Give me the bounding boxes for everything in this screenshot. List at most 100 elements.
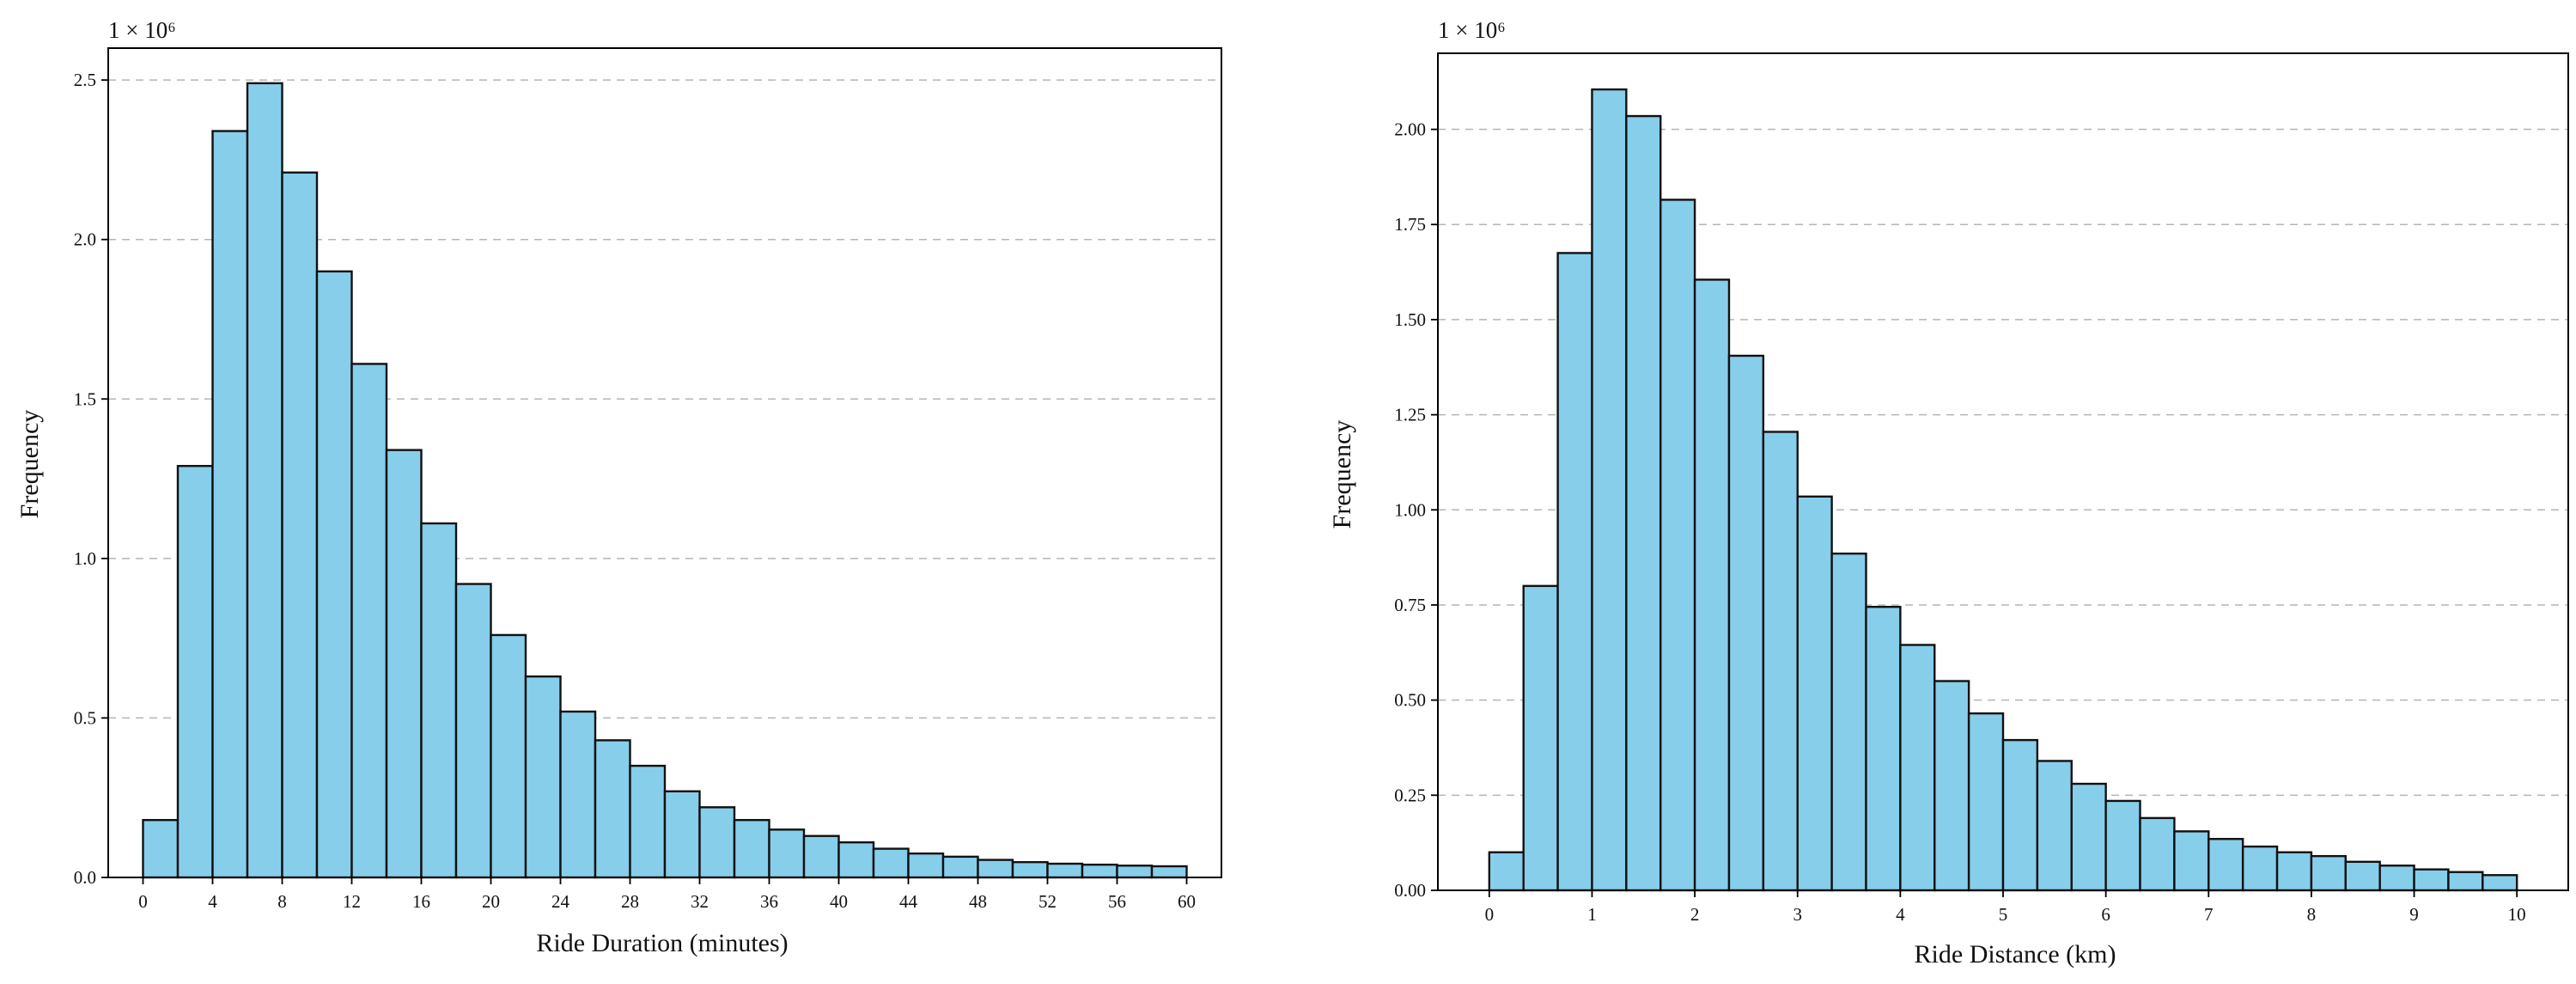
x-tick-label-distance: 0 bbox=[1485, 904, 1495, 925]
y-axis-label-duration: Frequency bbox=[15, 410, 44, 519]
chart-ride-distance: 1 × 10⁶ Frequency Ride Distance (km) 0 1 2… bbox=[1328, 17, 2569, 969]
histogram-bar-distance bbox=[1659, 199, 1696, 892]
x-tick-label-duration: 52 bbox=[1038, 891, 1057, 912]
histogram-bar-distance bbox=[2139, 816, 2176, 892]
histogram-bar-duration bbox=[1011, 860, 1049, 879]
histogram-bar-distance bbox=[2413, 868, 2450, 892]
y-tick-label-distance: 0.00 bbox=[1394, 880, 1426, 901]
histogram-bar-distance bbox=[2104, 799, 2141, 892]
histogram-bar-distance bbox=[2310, 854, 2347, 892]
histogram-bar-duration bbox=[733, 818, 770, 879]
histogram-bar-duration bbox=[768, 828, 806, 879]
y-tick-label-distance: 1.25 bbox=[1394, 405, 1426, 425]
histogram-bar-distance bbox=[1693, 278, 1731, 892]
x-tick-label-distance: 5 bbox=[1999, 904, 2008, 925]
histogram-bar-duration bbox=[629, 764, 667, 879]
histogram-bar-duration bbox=[907, 852, 945, 879]
y-tick-label-duration: 1.5 bbox=[74, 388, 96, 409]
histogram-bar-duration bbox=[246, 82, 283, 879]
histogram-bar-distance bbox=[2001, 738, 2039, 892]
histogram-bar-duration bbox=[1046, 862, 1084, 879]
chart-ride-duration: 1 × 10⁶ Frequency Ride Duration (minutes… bbox=[15, 17, 1222, 957]
histogram-bar-duration bbox=[281, 171, 319, 879]
histogram-bar-duration bbox=[559, 710, 597, 879]
x-tick-label-distance: 1 bbox=[1587, 904, 1597, 925]
histogram-bar-distance bbox=[2036, 760, 2073, 892]
histogram-bar-duration bbox=[315, 270, 353, 879]
y-tick-label-distance: 1.00 bbox=[1394, 499, 1426, 520]
histogram-bar-distance bbox=[1727, 354, 1765, 892]
x-tick-label-duration: 8 bbox=[277, 891, 287, 912]
histogram-bar-distance bbox=[1625, 114, 1662, 892]
bars-distance bbox=[1488, 88, 2518, 892]
x-tick-label-distance: 6 bbox=[2101, 904, 2110, 925]
histogram-bar-duration bbox=[1150, 865, 1188, 879]
y-tick-label-distance: 0.75 bbox=[1394, 595, 1426, 615]
y-scale-label-duration: 1 × 10⁶ bbox=[108, 17, 176, 43]
histogram-bar-duration bbox=[454, 583, 492, 879]
x-tick-label-duration: 16 bbox=[412, 891, 430, 912]
x-axis-label-duration: Ride Duration (minutes) bbox=[536, 929, 788, 957]
histogram-bar-distance bbox=[1591, 88, 1628, 892]
y-axis-label-distance: Frequency bbox=[1328, 420, 1356, 529]
histogram-bar-duration bbox=[941, 855, 979, 879]
histogram-bar-duration bbox=[802, 834, 840, 879]
bars-duration bbox=[142, 82, 1188, 879]
histogram-bar-duration bbox=[176, 465, 214, 879]
histogram-bar-distance bbox=[2275, 851, 2313, 892]
x-tick-label-duration: 24 bbox=[551, 891, 570, 912]
histogram-bar-distance bbox=[2241, 845, 2279, 892]
histogram-bar-duration bbox=[594, 739, 631, 879]
x-tick-label-duration: 28 bbox=[621, 891, 639, 912]
x-tick-label-duration: 20 bbox=[482, 891, 500, 912]
y-tick-label-distance: 1.75 bbox=[1394, 214, 1426, 235]
x-tick-label-distance: 9 bbox=[2409, 904, 2419, 925]
x-tick-label-duration: 12 bbox=[343, 891, 361, 912]
histogram-bar-duration bbox=[663, 790, 701, 879]
histogram-bar-distance bbox=[2482, 874, 2518, 892]
x-tick-label-duration: 60 bbox=[1178, 891, 1196, 912]
histogram-bar-distance bbox=[1556, 252, 1593, 892]
histogram-bar-distance bbox=[1830, 552, 1867, 892]
histogram-bar-distance bbox=[2173, 830, 2210, 892]
histogram-bar-distance bbox=[1762, 431, 1799, 892]
histogram-bar-duration bbox=[142, 818, 180, 879]
histogram-bar-distance bbox=[1967, 712, 2005, 892]
histogram-bar-duration bbox=[837, 840, 875, 879]
plot-frame-duration bbox=[107, 47, 1222, 878]
histogram-bar-distance bbox=[2208, 838, 2244, 892]
histogram-bar-distance bbox=[1488, 851, 1525, 892]
y-tick-label-distance: 0.50 bbox=[1394, 690, 1426, 711]
histogram-bar-distance bbox=[2447, 871, 2484, 892]
x-axis-label-distance: Ride Distance (km) bbox=[1915, 940, 2116, 969]
y-tick-label-duration: 1.0 bbox=[74, 548, 96, 569]
x-tick-label-duration: 0 bbox=[138, 891, 148, 912]
histogram-bar-distance bbox=[2070, 782, 2107, 892]
y-tick-label-duration: 2.5 bbox=[74, 70, 96, 90]
histogram-bar-distance bbox=[1796, 495, 1833, 892]
histogram-bar-duration bbox=[698, 806, 736, 879]
histogram-bar-distance bbox=[1899, 644, 1936, 892]
histogram-bar-duration bbox=[420, 522, 458, 879]
y-tick-label-distance: 2.00 bbox=[1394, 119, 1426, 140]
x-tick-label-distance: 10 bbox=[2508, 904, 2526, 925]
histogram-bar-duration bbox=[977, 859, 1014, 879]
y-scale-label-distance: 1 × 10⁶ bbox=[1438, 17, 1506, 43]
x-tick-label-distance: 8 bbox=[2307, 904, 2317, 925]
x-tick-label-distance: 4 bbox=[1896, 904, 1905, 925]
histogram-bar-distance bbox=[2378, 865, 2415, 892]
histogram-bar-distance bbox=[2344, 860, 2381, 892]
x-tick-label-distance: 2 bbox=[1690, 904, 1700, 925]
histogram-bar-duration bbox=[385, 449, 423, 879]
x-tick-label-duration: 36 bbox=[760, 891, 778, 912]
histogram-bar-distance bbox=[1865, 605, 1902, 892]
x-tick-label-duration: 48 bbox=[969, 891, 987, 912]
histogram-bar-distance bbox=[1522, 584, 1559, 892]
x-tick-label-distance: 7 bbox=[2204, 904, 2214, 925]
histogram-bar-duration bbox=[1116, 865, 1154, 879]
y-tick-label-duration: 2.0 bbox=[74, 229, 96, 250]
x-tick-label-duration: 32 bbox=[691, 891, 709, 912]
y-tick-label-distance: 0.25 bbox=[1394, 785, 1426, 805]
x-tick-label-duration: 56 bbox=[1108, 891, 1126, 912]
